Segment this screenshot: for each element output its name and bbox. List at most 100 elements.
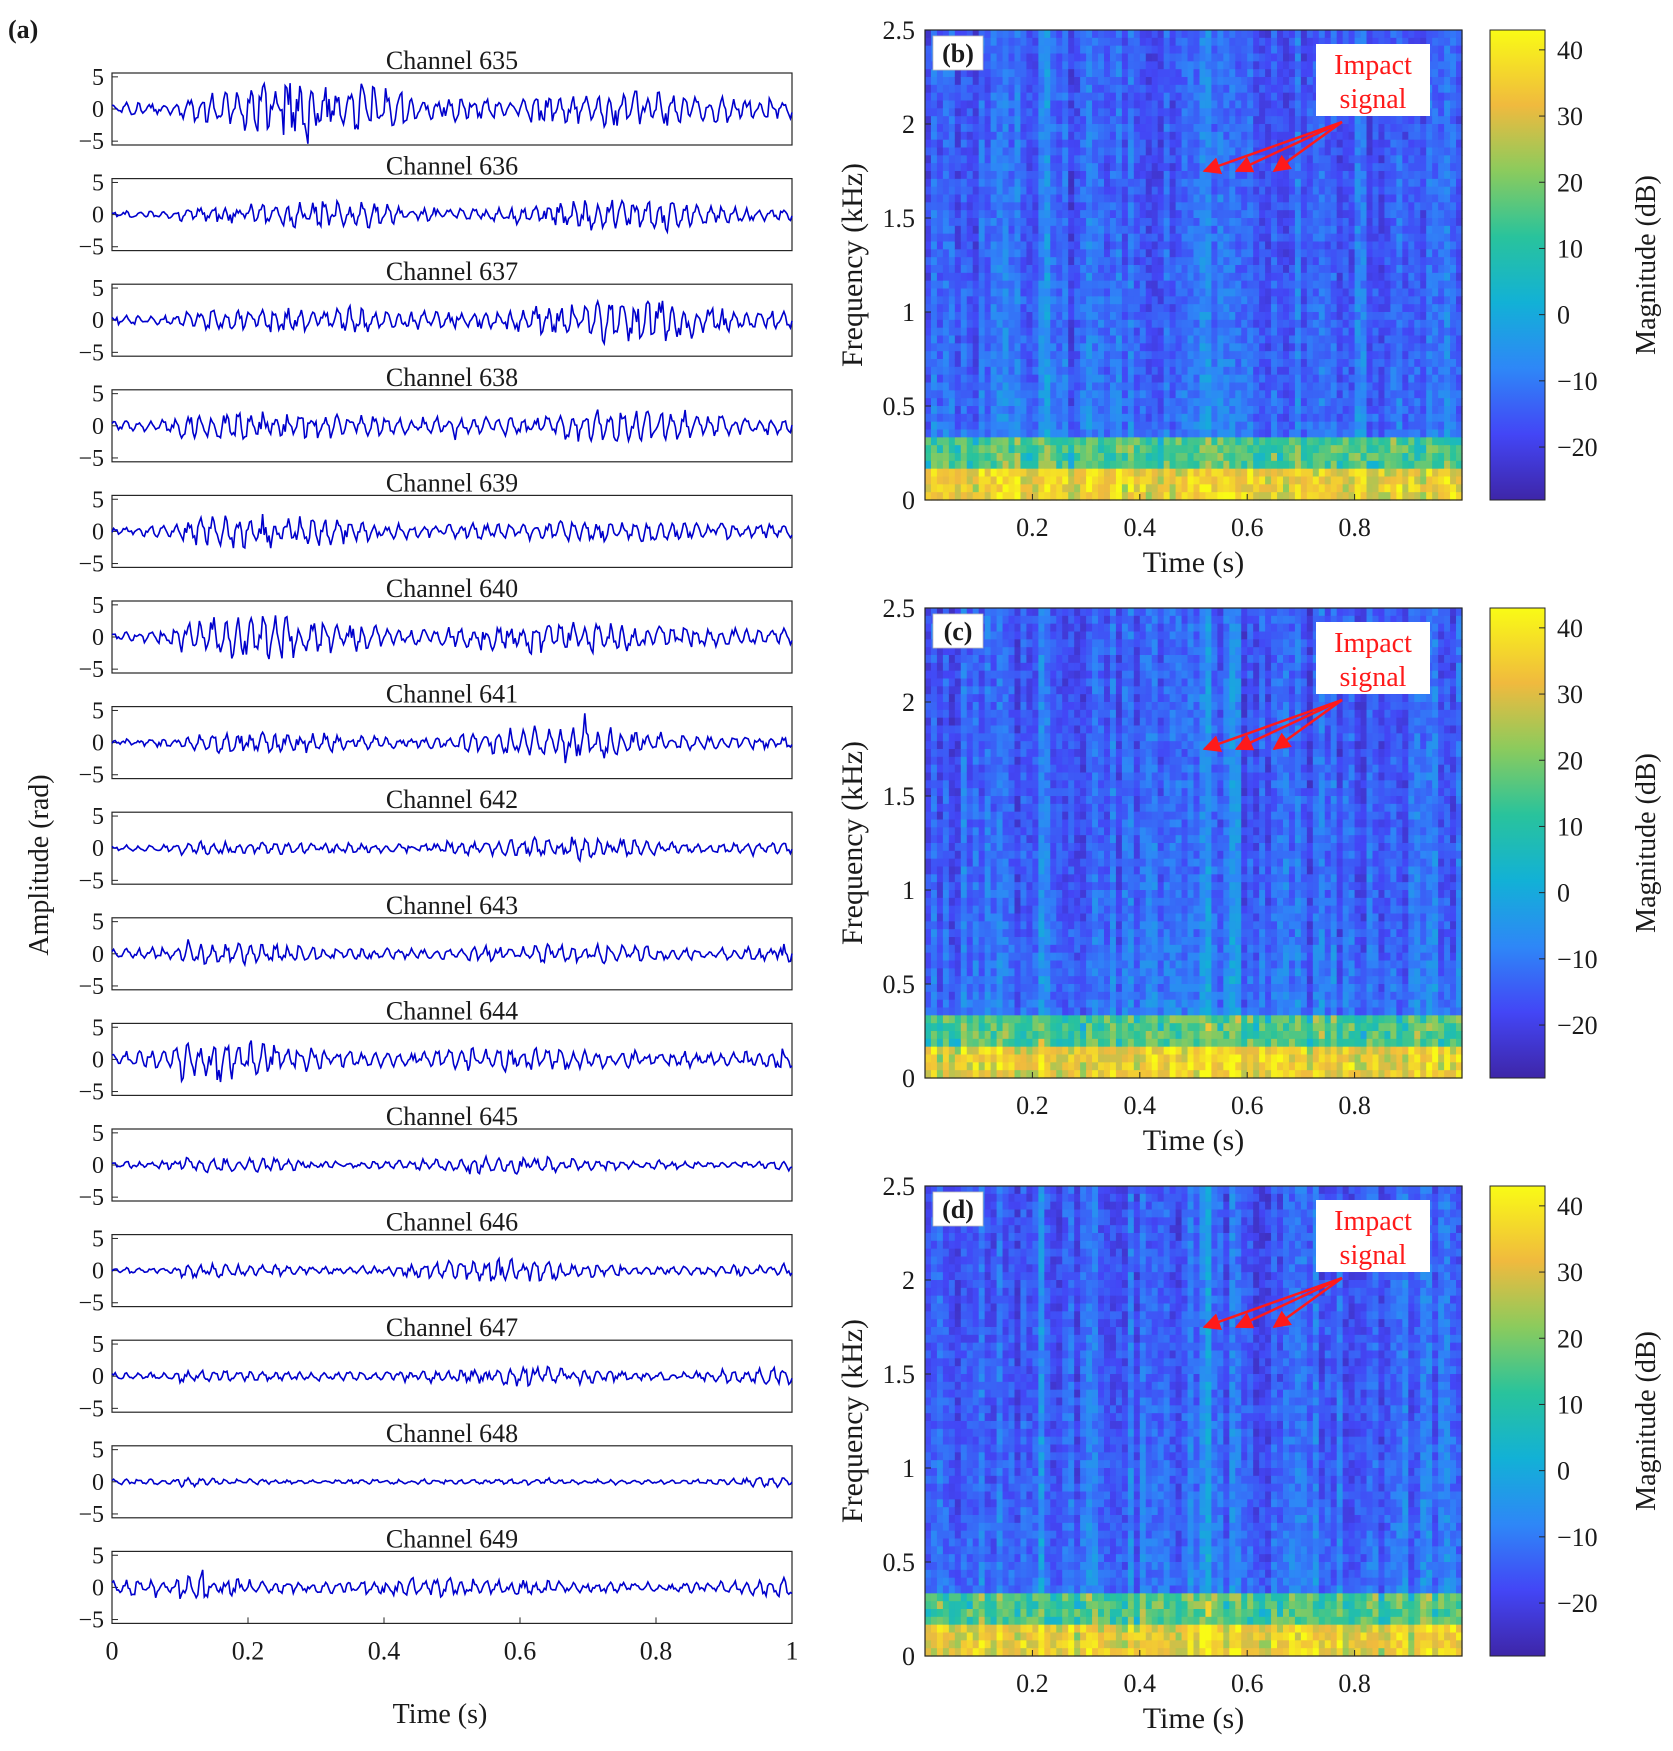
spectrogram-cell	[1253, 210, 1260, 219]
spectrogram-cell	[1014, 484, 1022, 493]
spectrogram-cell	[1384, 257, 1391, 266]
spectrogram-cell	[1127, 84, 1135, 94]
spectrogram-cell	[1121, 45, 1129, 55]
subplot-frame	[111, 1022, 793, 1097]
spectrogram-cell	[1247, 398, 1254, 407]
spectrogram-cell	[1092, 257, 1099, 266]
y-tick-label: 5	[92, 1438, 104, 1464]
spectrogram-cell	[1372, 413, 1380, 423]
spectrogram-cell	[990, 445, 998, 454]
spectrogram-cell	[1223, 225, 1230, 235]
channel-trace	[111, 514, 793, 550]
spectrogram-cell	[1026, 210, 1033, 219]
spectrogram-cell	[1187, 280, 1195, 290]
spectrogram-cell	[942, 163, 950, 172]
spectrogram-cell	[1366, 147, 1374, 156]
spectrogram-cell	[1384, 374, 1391, 384]
spectrogram-cell	[1163, 327, 1171, 337]
spectrogram-cell	[1181, 61, 1189, 70]
spectrogram-cell	[1008, 343, 1016, 352]
spectrogram-cell	[1002, 186, 1010, 196]
spectrogram-cell	[1378, 398, 1386, 407]
spectrogram-cell	[1026, 194, 1033, 203]
spectrogram-cell	[1038, 171, 1045, 180]
spectrogram-cell	[1187, 327, 1195, 337]
spectrogram-cell	[984, 374, 992, 384]
spectrogram-cell	[1104, 84, 1111, 94]
spectrogram-cell	[1241, 280, 1248, 290]
spectrogram-cell	[1104, 406, 1111, 415]
spectrogram-cell	[1062, 186, 1069, 196]
spectrogram-cell	[1277, 124, 1284, 133]
spectrogram-cell	[1151, 163, 1159, 172]
spectrogram-cell	[1062, 382, 1069, 391]
spectrogram-cell	[1396, 453, 1403, 462]
spectrogram-cell	[1074, 218, 1081, 227]
spectrogram-cell	[948, 312, 956, 321]
spectrogram-cell	[1169, 453, 1177, 462]
spectrogram-cell	[1062, 288, 1069, 297]
spectrogram-cell	[1283, 288, 1290, 297]
spectrogram-cell	[984, 429, 992, 438]
spectrogram-cell	[925, 445, 932, 454]
spectrogram-cell	[942, 139, 950, 149]
spectrogram-cell	[1348, 484, 1356, 493]
spectrogram-cell	[1145, 194, 1153, 203]
spectrogram-cell	[1109, 202, 1117, 211]
spectrogram-cell	[1181, 492, 1189, 501]
spectrogram-cell	[1205, 327, 1212, 337]
spectrogram-cell	[954, 413, 962, 423]
spectrogram-cell	[1187, 296, 1195, 305]
spectrogram-cell	[1265, 366, 1272, 376]
spectrogram-cell	[1187, 343, 1195, 352]
spectrogram-cell	[1038, 241, 1045, 250]
spectrogram-cell	[1098, 265, 1105, 274]
spectrogram-cell	[1151, 280, 1159, 290]
spectrogram-cell	[1318, 30, 1326, 39]
spectrogram-cell	[954, 296, 962, 305]
spectrogram-cell	[1199, 280, 1207, 290]
spectrogram-cell	[1181, 202, 1189, 211]
spectrogram-cell	[1133, 398, 1141, 407]
spectrogram-cell	[1121, 359, 1129, 368]
spectrogram-cell	[1384, 437, 1391, 446]
spectrogram-cell	[1032, 147, 1039, 156]
spectrogram-cell	[1086, 476, 1093, 485]
spectrogram-cell	[1139, 225, 1147, 235]
spectrogram-cell	[1068, 108, 1075, 117]
spectrogram-cell	[996, 30, 1004, 39]
spectrogram-cell	[1271, 116, 1278, 125]
spectrogram-cell	[1283, 453, 1290, 462]
spectrogram-cell	[1366, 155, 1374, 164]
spectrogram-cell	[1104, 445, 1111, 454]
spectrogram-cell	[1175, 225, 1183, 235]
spectrogram-cell	[1247, 468, 1254, 478]
spectrogram-cell	[1187, 335, 1195, 344]
spectrogram-cell	[1157, 163, 1165, 172]
spectrogram-cell	[1366, 453, 1374, 462]
spectrogram-cell	[1026, 359, 1033, 368]
spectrogram-cell	[1235, 265, 1242, 274]
spectrogram-cell	[996, 92, 1004, 102]
spectrogram-cell	[990, 139, 998, 149]
spectrogram-cell	[936, 124, 944, 133]
spectrogram-cell	[1026, 296, 1033, 305]
spectrogram-cell	[1098, 178, 1105, 188]
spectrogram-cell	[1330, 241, 1338, 250]
spectrogram-cell	[1193, 492, 1201, 501]
spectrogram-cell	[1044, 492, 1051, 501]
spectrogram-cell	[1271, 45, 1278, 55]
spectrogram-cell	[1151, 139, 1159, 149]
spectrogram-cell	[1038, 468, 1045, 478]
spectrogram-cell	[1211, 233, 1218, 243]
spectrogram-cell	[1384, 210, 1391, 219]
spectrogram-cell	[1187, 476, 1195, 485]
spectrogram-cell	[1014, 272, 1022, 282]
spectrogram-cell	[1014, 406, 1022, 415]
spectrogram-cell	[1217, 210, 1224, 219]
spectrogram-cell	[1223, 468, 1230, 478]
spectrogram-cell	[1121, 241, 1129, 250]
spectrogram-cell	[1169, 108, 1177, 117]
spectrogram-cell	[1271, 257, 1278, 266]
spectrogram-cell	[1360, 155, 1368, 164]
